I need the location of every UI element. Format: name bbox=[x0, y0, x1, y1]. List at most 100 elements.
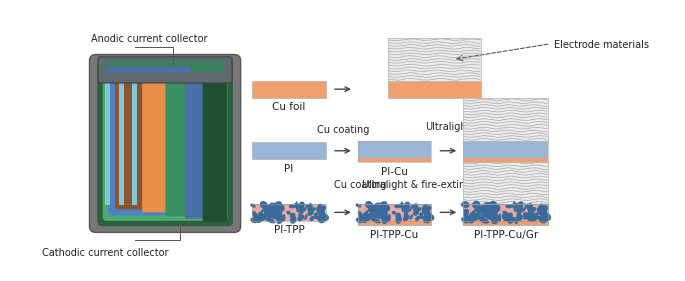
Ellipse shape bbox=[516, 214, 523, 221]
FancyBboxPatch shape bbox=[185, 68, 218, 219]
Ellipse shape bbox=[299, 201, 305, 207]
Ellipse shape bbox=[416, 216, 427, 219]
Ellipse shape bbox=[311, 216, 322, 219]
Ellipse shape bbox=[475, 206, 482, 212]
Text: PI-TPP-Cu/Gr: PI-TPP-Cu/Gr bbox=[473, 230, 538, 240]
Ellipse shape bbox=[371, 205, 379, 214]
Ellipse shape bbox=[253, 212, 257, 217]
Ellipse shape bbox=[298, 211, 303, 216]
Ellipse shape bbox=[273, 211, 282, 221]
Ellipse shape bbox=[308, 203, 313, 211]
Ellipse shape bbox=[267, 212, 273, 218]
Ellipse shape bbox=[480, 212, 487, 219]
Bar bbox=[463, 221, 548, 225]
Ellipse shape bbox=[307, 207, 316, 211]
Ellipse shape bbox=[282, 214, 286, 221]
Ellipse shape bbox=[466, 215, 475, 223]
Bar bbox=[358, 204, 432, 221]
Ellipse shape bbox=[401, 201, 404, 212]
FancyBboxPatch shape bbox=[97, 61, 233, 226]
Ellipse shape bbox=[479, 205, 487, 214]
Ellipse shape bbox=[523, 212, 530, 219]
Ellipse shape bbox=[462, 201, 470, 208]
Ellipse shape bbox=[303, 205, 308, 212]
Ellipse shape bbox=[260, 201, 268, 209]
Text: PI-TPP-Cu: PI-TPP-Cu bbox=[371, 230, 419, 240]
Text: Cu coating: Cu coating bbox=[316, 124, 369, 135]
Text: Cu foil: Cu foil bbox=[273, 102, 306, 112]
Ellipse shape bbox=[405, 201, 410, 207]
Ellipse shape bbox=[373, 208, 379, 214]
Ellipse shape bbox=[399, 203, 410, 208]
Ellipse shape bbox=[493, 205, 500, 212]
Ellipse shape bbox=[304, 214, 308, 220]
Ellipse shape bbox=[382, 211, 388, 219]
Ellipse shape bbox=[257, 209, 265, 216]
Ellipse shape bbox=[273, 209, 279, 216]
Text: Cathodic current collector: Cathodic current collector bbox=[42, 248, 169, 258]
Ellipse shape bbox=[487, 201, 497, 211]
Ellipse shape bbox=[251, 217, 257, 223]
FancyBboxPatch shape bbox=[166, 71, 211, 216]
Ellipse shape bbox=[527, 209, 534, 216]
Ellipse shape bbox=[532, 216, 543, 219]
Ellipse shape bbox=[395, 216, 402, 224]
Ellipse shape bbox=[537, 206, 547, 217]
FancyBboxPatch shape bbox=[142, 74, 198, 212]
Ellipse shape bbox=[506, 204, 513, 208]
Ellipse shape bbox=[403, 214, 410, 221]
Ellipse shape bbox=[403, 205, 410, 213]
Ellipse shape bbox=[365, 201, 373, 209]
Ellipse shape bbox=[487, 209, 495, 216]
Ellipse shape bbox=[410, 204, 419, 210]
Ellipse shape bbox=[269, 203, 279, 211]
Ellipse shape bbox=[412, 207, 422, 211]
Ellipse shape bbox=[290, 213, 295, 219]
Ellipse shape bbox=[308, 209, 314, 216]
Bar bbox=[358, 221, 432, 225]
Ellipse shape bbox=[413, 209, 419, 216]
Ellipse shape bbox=[506, 213, 510, 221]
Ellipse shape bbox=[463, 211, 469, 218]
Text: PI-Cu: PI-Cu bbox=[381, 167, 408, 177]
Bar bbox=[463, 204, 548, 221]
Bar bbox=[358, 204, 432, 221]
Text: PI-Cu/Gr: PI-Cu/Gr bbox=[484, 167, 527, 177]
Ellipse shape bbox=[298, 205, 304, 213]
Ellipse shape bbox=[539, 217, 547, 223]
Ellipse shape bbox=[368, 206, 375, 212]
Ellipse shape bbox=[516, 211, 522, 216]
Ellipse shape bbox=[540, 212, 551, 222]
Ellipse shape bbox=[266, 205, 273, 214]
Bar bbox=[252, 142, 326, 159]
Ellipse shape bbox=[413, 203, 418, 211]
Ellipse shape bbox=[297, 214, 304, 221]
Ellipse shape bbox=[282, 205, 284, 211]
Ellipse shape bbox=[314, 212, 318, 216]
FancyBboxPatch shape bbox=[203, 65, 227, 222]
Bar bbox=[388, 38, 481, 81]
Text: Ultralight: Ultralight bbox=[425, 121, 471, 132]
FancyBboxPatch shape bbox=[115, 78, 215, 209]
Ellipse shape bbox=[497, 205, 500, 211]
Ellipse shape bbox=[312, 208, 316, 211]
Ellipse shape bbox=[252, 211, 257, 218]
Bar bbox=[388, 81, 481, 98]
Ellipse shape bbox=[392, 211, 397, 215]
Ellipse shape bbox=[387, 214, 391, 221]
Ellipse shape bbox=[394, 204, 401, 208]
Ellipse shape bbox=[417, 208, 421, 211]
Ellipse shape bbox=[424, 204, 427, 207]
Ellipse shape bbox=[374, 203, 384, 211]
Ellipse shape bbox=[403, 211, 409, 216]
Ellipse shape bbox=[485, 213, 496, 220]
Ellipse shape bbox=[513, 217, 518, 224]
Ellipse shape bbox=[360, 215, 369, 223]
Bar bbox=[252, 204, 326, 221]
FancyBboxPatch shape bbox=[90, 55, 240, 232]
Ellipse shape bbox=[356, 217, 362, 223]
Ellipse shape bbox=[276, 211, 282, 219]
Ellipse shape bbox=[250, 203, 256, 208]
Ellipse shape bbox=[480, 208, 488, 214]
Ellipse shape bbox=[273, 201, 282, 210]
